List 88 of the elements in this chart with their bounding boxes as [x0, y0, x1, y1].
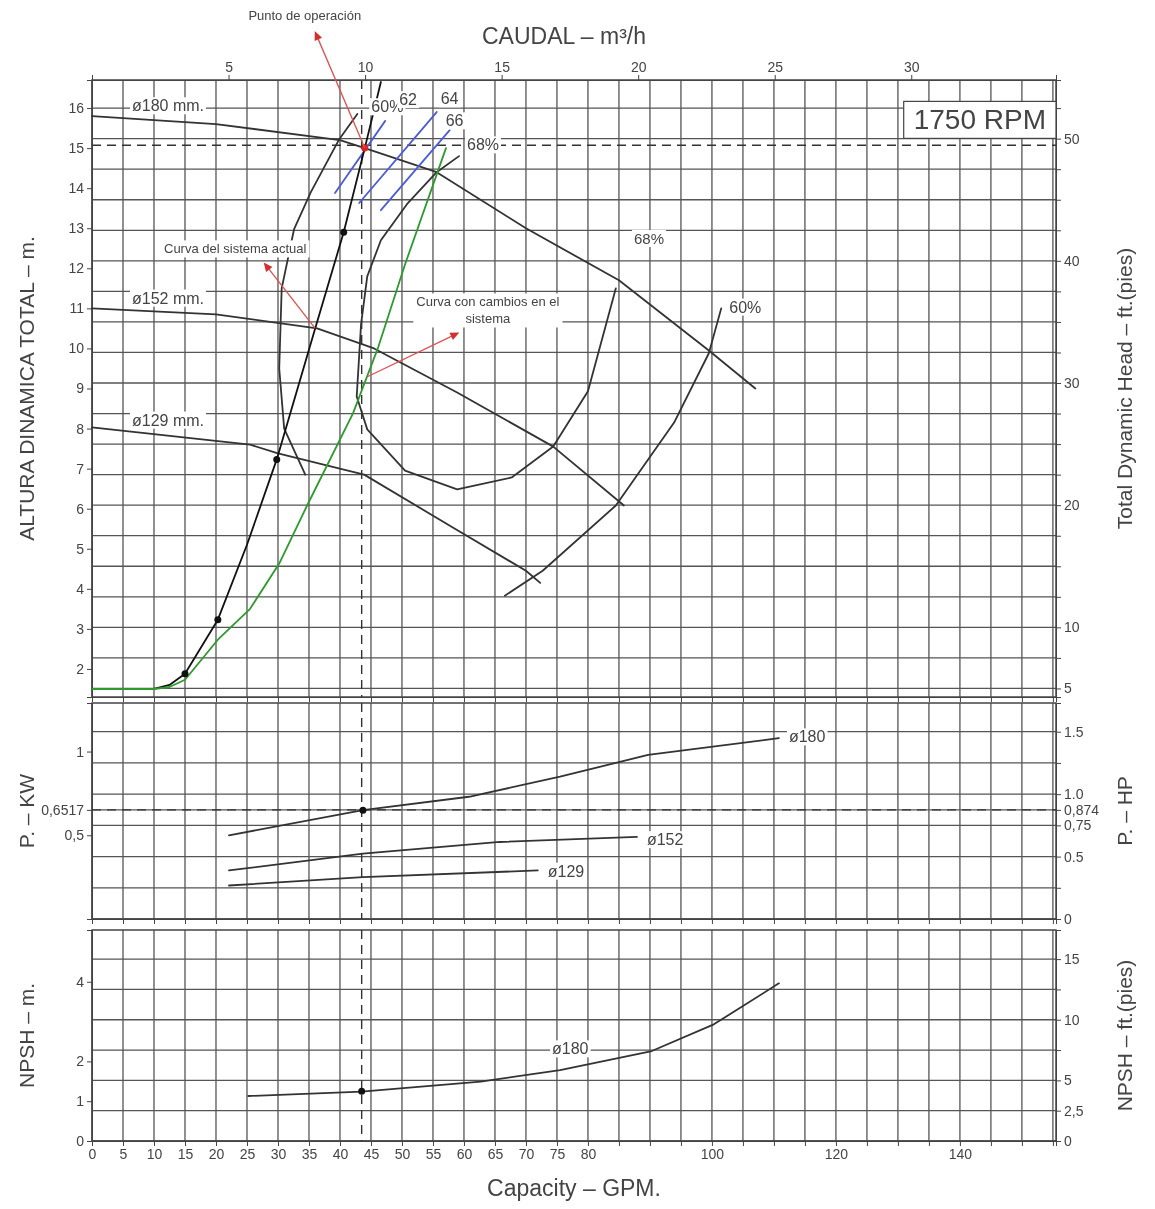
x-tick-label: 140	[948, 1145, 973, 1162]
y-tick-label: 3	[76, 620, 85, 637]
y-tick-label: 12	[68, 260, 85, 277]
y2-tick-label: 0.5	[1064, 848, 1084, 865]
x-tick-label: 80	[580, 1145, 597, 1162]
x2-axis-title: CAUDAL – m³/h	[481, 23, 647, 49]
y2-tick-label: 0	[1064, 1132, 1072, 1149]
y-tick-label: 1	[76, 1093, 85, 1110]
y2-tick-label: 5	[1064, 1072, 1072, 1089]
x-tick-label: 45	[363, 1145, 380, 1162]
x-tick-label: 50	[394, 1145, 411, 1162]
y2-tick-label: 15	[1064, 951, 1080, 968]
y2-tick-label: 20	[1064, 497, 1080, 514]
y-tick-label: 14	[68, 180, 85, 197]
x-tick-label: 35	[301, 1145, 318, 1162]
x-tick-label: 70	[518, 1145, 535, 1162]
y-tick-label: 8	[76, 420, 85, 437]
x-tick-label: 65	[487, 1145, 504, 1162]
series-label: 66	[445, 112, 464, 130]
y-tick-label: 11	[69, 300, 85, 317]
series-label: ø180	[552, 1040, 589, 1058]
series-label: ø180 mm.	[132, 97, 205, 115]
annotation: 1750 RPM	[913, 104, 1046, 136]
x2-tick-label: 25	[767, 59, 784, 75]
series-label: 64	[440, 90, 459, 108]
y2-tick-label: 1.5	[1064, 723, 1084, 740]
y-tick-label: 13	[68, 220, 85, 237]
y-tick-label: 2	[76, 660, 85, 677]
series-label: ø129	[547, 862, 585, 880]
y2-tick-label: 0,75	[1064, 817, 1092, 834]
x-tick-label: 60	[456, 1145, 473, 1162]
x-tick-label: 20	[208, 1145, 225, 1162]
y2-axis-title: P. – HP	[1113, 776, 1136, 846]
y2-tick-label: 1.0	[1064, 786, 1084, 803]
x-tick-label: 15	[177, 1145, 194, 1162]
y-tick-label: 1	[76, 743, 85, 760]
annotation: Curva con cambios en el sistema	[416, 294, 560, 327]
series-label: ø152	[646, 831, 684, 849]
y-tick-label: 9	[76, 380, 85, 397]
annotation: 68%	[634, 229, 665, 247]
y2-tick-label: 0,874	[1064, 801, 1100, 818]
x-tick-label: 0	[88, 1145, 97, 1162]
y2-tick-label: 30	[1064, 374, 1080, 391]
y2-tick-label: 40	[1064, 252, 1080, 269]
y-tick-label: 5	[76, 540, 85, 557]
annotation: Punto de operación	[248, 8, 362, 24]
y2-tick-label: 10	[1064, 1011, 1080, 1028]
series-label: ø180	[788, 728, 826, 746]
x-tick-label: 10	[146, 1145, 163, 1162]
y-axis-title: ALTURA DINAMICA TOTAL – m.	[15, 236, 38, 541]
y2-tick-label: 2,5	[1064, 1102, 1084, 1119]
x-axis-title: Capacity – GPM.	[487, 1175, 661, 1201]
series-label: 60%	[729, 298, 762, 316]
series-label: ø129 mm.	[132, 411, 205, 429]
series-label: ø152 mm.	[132, 289, 205, 307]
y-tick-label: 15	[68, 140, 85, 157]
x-tick-label: 100	[700, 1145, 725, 1162]
y-tick-label: 6	[76, 500, 85, 517]
y-tick-label: 7	[76, 460, 85, 477]
x-tick-label: 55	[425, 1145, 442, 1162]
y-tick-label: 10	[68, 340, 85, 357]
y2-tick-label: 50	[1064, 130, 1080, 147]
y-tick-label: 0	[76, 1132, 85, 1149]
x2-tick-label: 20	[630, 59, 647, 75]
x-tick-label: 120	[824, 1145, 849, 1162]
x-tick-label: 5	[119, 1145, 128, 1162]
y-axis-title: NPSH – m.	[15, 982, 38, 1089]
annotation: Curva del sistema actual	[164, 241, 307, 257]
y-axis-title: P. – KW	[15, 773, 38, 849]
x-tick-label: 75	[549, 1145, 566, 1162]
y2-axis-title: NPSH – ft.(pies)	[1113, 959, 1136, 1112]
y2-axis-title: Total Dynamic Head – ft.(pies)	[1113, 247, 1136, 530]
y-tick-label: 0,6517	[41, 801, 85, 818]
x-tick-label: 25	[239, 1145, 256, 1162]
y-tick-label: 4	[76, 973, 85, 990]
x-tick-label: 30	[270, 1145, 287, 1162]
y2-tick-label: 10	[1064, 619, 1080, 636]
x2-tick-label: 30	[903, 59, 920, 75]
y-tick-label: 4	[76, 580, 85, 597]
y2-tick-label: 0	[1064, 910, 1072, 927]
x2-tick-label: 5	[225, 59, 234, 75]
y-tick-label: 0,5	[64, 827, 85, 844]
series-label: 68%	[467, 136, 500, 154]
x-tick-label: 40	[332, 1145, 349, 1162]
y2-tick-label: 5	[1064, 680, 1072, 697]
x2-tick-label: 15	[494, 59, 511, 75]
y-tick-label: 2	[76, 1053, 85, 1070]
y-tick-label: 16	[68, 100, 85, 117]
